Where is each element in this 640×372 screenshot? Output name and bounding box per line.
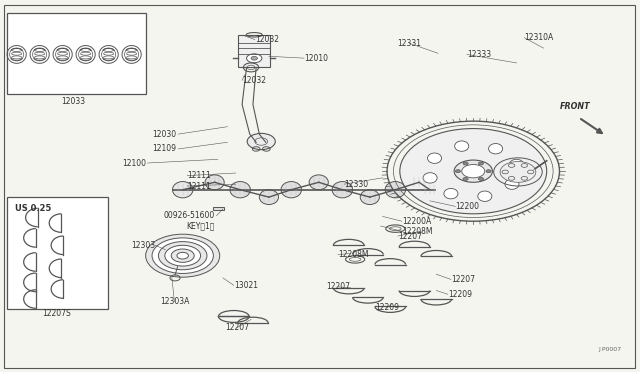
Text: 12209: 12209 xyxy=(448,290,472,299)
Text: 12207: 12207 xyxy=(326,282,350,291)
Ellipse shape xyxy=(309,175,328,190)
Circle shape xyxy=(478,177,483,180)
Ellipse shape xyxy=(428,153,442,163)
Circle shape xyxy=(463,162,468,165)
Text: 12333: 12333 xyxy=(467,50,491,59)
Ellipse shape xyxy=(505,179,519,189)
Circle shape xyxy=(146,234,220,277)
Circle shape xyxy=(251,57,257,60)
Text: 12208M: 12208M xyxy=(338,250,369,259)
Text: 12109: 12109 xyxy=(152,144,176,153)
Ellipse shape xyxy=(478,191,492,201)
Text: 12330: 12330 xyxy=(344,180,369,189)
Text: 12100: 12100 xyxy=(122,158,147,167)
Text: 12310A: 12310A xyxy=(524,33,554,42)
Text: 12200: 12200 xyxy=(456,202,479,211)
Text: 12030: 12030 xyxy=(152,129,176,139)
Ellipse shape xyxy=(173,182,193,198)
Circle shape xyxy=(454,160,492,182)
Bar xyxy=(7,13,147,94)
Bar xyxy=(7,197,108,309)
Text: 12207: 12207 xyxy=(451,275,475,284)
Circle shape xyxy=(400,129,547,214)
Circle shape xyxy=(486,170,491,173)
Ellipse shape xyxy=(360,190,380,205)
Circle shape xyxy=(165,245,200,266)
Circle shape xyxy=(456,170,461,173)
Text: KEY（1）: KEY（1） xyxy=(186,221,214,231)
Text: 12208M: 12208M xyxy=(402,227,432,236)
Text: 12207: 12207 xyxy=(398,231,422,241)
Text: 12033: 12033 xyxy=(61,97,85,106)
Text: 00926-51600: 00926-51600 xyxy=(163,211,214,220)
Circle shape xyxy=(247,134,275,150)
Ellipse shape xyxy=(259,190,278,205)
Circle shape xyxy=(177,252,188,259)
Text: 12303A: 12303A xyxy=(160,297,189,306)
Circle shape xyxy=(246,54,262,63)
Circle shape xyxy=(463,177,468,180)
Ellipse shape xyxy=(454,141,468,151)
Text: 13021: 13021 xyxy=(234,281,258,290)
Text: 12209: 12209 xyxy=(375,303,399,312)
Text: 12032: 12032 xyxy=(255,35,279,44)
Bar xyxy=(238,35,270,67)
Text: US 0.25: US 0.25 xyxy=(15,204,51,213)
Text: FRONT: FRONT xyxy=(560,102,591,111)
Circle shape xyxy=(500,161,536,182)
Text: 12207S: 12207S xyxy=(42,310,71,318)
Text: 12111: 12111 xyxy=(187,182,211,190)
Text: 12303: 12303 xyxy=(131,241,156,250)
Text: 12010: 12010 xyxy=(304,54,328,62)
Ellipse shape xyxy=(230,182,250,198)
Circle shape xyxy=(172,249,194,262)
Text: 12331: 12331 xyxy=(397,39,421,48)
Ellipse shape xyxy=(421,183,439,196)
Ellipse shape xyxy=(488,144,502,154)
Bar xyxy=(212,207,224,211)
Text: 12200A: 12200A xyxy=(402,217,431,226)
Ellipse shape xyxy=(509,159,524,170)
Text: 12111: 12111 xyxy=(187,171,211,180)
Circle shape xyxy=(478,162,483,165)
Circle shape xyxy=(462,164,484,178)
Ellipse shape xyxy=(444,189,458,199)
Text: J P0007: J P0007 xyxy=(598,347,621,352)
Text: 12032: 12032 xyxy=(242,76,266,85)
Circle shape xyxy=(159,241,207,270)
Ellipse shape xyxy=(281,182,301,198)
Text: 12207: 12207 xyxy=(225,323,249,332)
Ellipse shape xyxy=(423,173,437,183)
Ellipse shape xyxy=(205,175,224,190)
Circle shape xyxy=(152,238,213,273)
Ellipse shape xyxy=(410,175,429,190)
Ellipse shape xyxy=(332,182,353,198)
Ellipse shape xyxy=(385,182,406,198)
